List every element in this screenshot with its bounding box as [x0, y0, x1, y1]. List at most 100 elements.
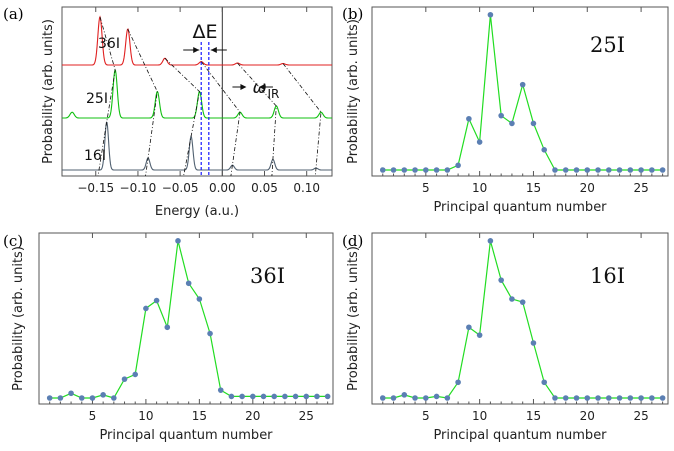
- data-point: [175, 238, 181, 244]
- data-point: [649, 395, 655, 401]
- data-point: [271, 393, 278, 400]
- data-point: [239, 393, 245, 400]
- data-point: [595, 167, 601, 173]
- data-point: [433, 393, 440, 400]
- x-tick-label: 15: [526, 409, 541, 423]
- x-tick-label: 20: [245, 409, 260, 423]
- data-point: [217, 387, 224, 393]
- data-point: [638, 395, 644, 401]
- data-point: [196, 296, 203, 302]
- data-point: [530, 120, 537, 127]
- data-point: [260, 393, 267, 400]
- omega-ir-label: ω: [252, 78, 266, 98]
- panel-b-tag: (b): [342, 5, 363, 23]
- y-axis-label: Probability (arb. units): [346, 19, 361, 164]
- x-tick-label: 5: [422, 181, 430, 195]
- data-point: [584, 167, 591, 173]
- data-point: [390, 167, 397, 173]
- data-point: [616, 167, 623, 173]
- data-point: [616, 395, 623, 401]
- connector-line: [282, 63, 322, 177]
- panel-d-tag: (d): [342, 232, 363, 250]
- data-point: [476, 332, 483, 338]
- data-point: [444, 395, 451, 401]
- data-point: [379, 395, 386, 401]
- y-axis-label: Probability (arb. units): [41, 19, 56, 164]
- data-point: [606, 395, 612, 401]
- data-point: [207, 330, 213, 337]
- x-tick-label: 25: [633, 181, 648, 195]
- arrow-head: [240, 84, 247, 90]
- x-tick-label: 0.10: [293, 181, 320, 195]
- x-axis-label: Principal quantum number: [99, 428, 273, 443]
- data-point: [143, 305, 149, 312]
- arrow-head: [210, 47, 217, 53]
- data-point: [164, 324, 171, 331]
- data-point: [121, 376, 128, 382]
- data-point: [541, 379, 548, 386]
- y-axis-label: Probability (arb. units): [346, 246, 361, 391]
- connector-line: [164, 58, 200, 177]
- panel-d-series-label: 16I: [590, 264, 625, 288]
- data-point: [68, 390, 74, 397]
- data-point: [282, 393, 288, 400]
- data-point: [519, 81, 526, 88]
- data-point: [509, 120, 515, 127]
- data-point: [228, 393, 235, 400]
- series-label: 36I: [98, 36, 120, 52]
- x-tick-label: 5: [422, 409, 430, 423]
- panel-b-frame: [371, 6, 669, 177]
- spectrum-25I: [62, 69, 332, 119]
- x-tick-label: 10: [472, 409, 487, 423]
- connector-line: [237, 62, 277, 177]
- data-point: [562, 395, 569, 401]
- data-point: [57, 395, 64, 401]
- data-point: [401, 392, 408, 398]
- distribution-line: [49, 240, 328, 399]
- x-tick-label: −0.05: [162, 181, 199, 195]
- x-tick-label: 25: [299, 409, 314, 423]
- data-point: [573, 395, 580, 401]
- panel-c-tag: (c): [3, 232, 23, 250]
- data-point: [627, 395, 634, 401]
- data-point: [379, 167, 386, 173]
- x-tick-label: 10: [472, 181, 487, 195]
- panel-c-frame: [38, 232, 334, 405]
- data-point: [292, 393, 299, 400]
- data-point: [111, 395, 117, 401]
- x-tick-label: 15: [526, 181, 541, 195]
- x-axis-label: Energy (a.u.): [155, 204, 239, 219]
- data-point: [552, 395, 558, 401]
- data-point: [100, 392, 106, 398]
- data-point: [519, 299, 526, 305]
- data-point: [606, 167, 612, 173]
- panel-d: (d) 5 10 15 20 25 Principal quantum number Prob…: [342, 232, 669, 443]
- x-tick-label: −0.10: [120, 181, 157, 195]
- x-tick-label: 20: [580, 409, 595, 423]
- data-point: [659, 167, 666, 173]
- x-tick-label: 5: [89, 409, 97, 423]
- panel-b: (b) 5 10 15 20 25 Principal quantum number Prob…: [342, 5, 669, 215]
- data-point: [498, 112, 504, 119]
- series-label: 25I: [86, 91, 108, 107]
- x-tick-label: −0.15: [77, 181, 114, 195]
- x-tick-label: 20: [580, 181, 595, 195]
- arrow-head: [193, 47, 200, 53]
- data-point: [487, 11, 494, 18]
- data-point: [303, 393, 310, 400]
- data-point: [132, 371, 139, 378]
- data-point: [530, 340, 537, 346]
- data-point: [649, 167, 655, 173]
- y-axis-label: Probability (arb. units): [11, 246, 26, 391]
- data-point: [250, 393, 256, 400]
- panel-a: (a) −0.15 −0.10 −0.05 0.00 0.05 0.10 Energy (a.…: [3, 5, 333, 219]
- x-tick-label: 25: [633, 409, 648, 423]
- panel-a-frame: [61, 6, 333, 177]
- data-point: [541, 147, 548, 153]
- x-tick-label: 0.05: [251, 181, 278, 195]
- data-point: [412, 395, 418, 401]
- data-point: [455, 162, 461, 169]
- data-point: [638, 167, 644, 173]
- data-point: [466, 115, 472, 122]
- data-point: [78, 395, 85, 401]
